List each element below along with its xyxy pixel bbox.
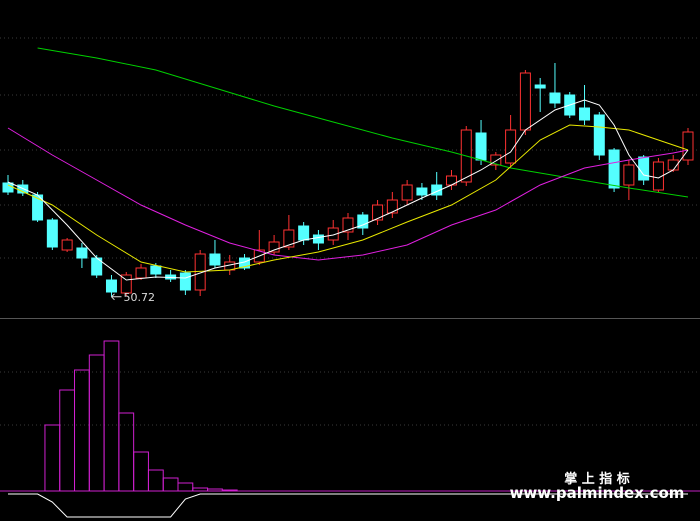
candle-body	[312, 234, 324, 244]
candle-body	[431, 184, 443, 196]
candle-body	[61, 239, 73, 251]
candle-body	[623, 164, 635, 186]
candle-body	[638, 156, 650, 181]
candle-body	[209, 253, 221, 266]
histogram-bar	[221, 489, 238, 492]
candle-body	[475, 132, 487, 161]
candle-body	[505, 129, 517, 164]
candle-body	[135, 267, 147, 279]
histogram-bar	[177, 482, 194, 492]
candle-body	[579, 107, 591, 121]
candle-body	[357, 214, 369, 229]
grid	[0, 37, 700, 426]
candle-body	[298, 225, 310, 241]
candle-body	[386, 199, 398, 214]
candle-body	[283, 229, 295, 248]
candle-body	[76, 247, 88, 259]
candle-body	[179, 272, 191, 291]
candle-body	[342, 217, 354, 233]
moving-average	[37, 47, 689, 198]
moving-average	[7, 99, 689, 281]
candle-body	[372, 204, 384, 221]
candle-body	[608, 149, 620, 189]
candle-body	[593, 114, 605, 156]
watermark-url: www.palmindex.com	[510, 484, 685, 502]
candle-body	[534, 84, 546, 89]
candle-body	[2, 182, 14, 193]
candle-body	[416, 187, 428, 196]
candle-body	[682, 131, 694, 161]
moving-average	[7, 127, 689, 261]
candle-body	[268, 241, 280, 253]
candle-body	[652, 161, 664, 191]
annotation-label: 50.72	[123, 291, 155, 304]
watermark-title: 掌 上 指 标	[564, 471, 630, 487]
candle-body	[120, 274, 132, 294]
candle-body	[46, 219, 58, 248]
candle-body	[490, 154, 502, 166]
moving-average	[7, 124, 689, 273]
candle-body	[549, 92, 561, 104]
indicator-line	[8, 493, 688, 518]
candle-body	[327, 227, 339, 241]
annotation-arrow	[111, 293, 122, 301]
candle-body	[150, 265, 162, 275]
candle-body	[519, 72, 531, 131]
candle-body	[105, 279, 117, 293]
candle-body	[401, 184, 413, 201]
